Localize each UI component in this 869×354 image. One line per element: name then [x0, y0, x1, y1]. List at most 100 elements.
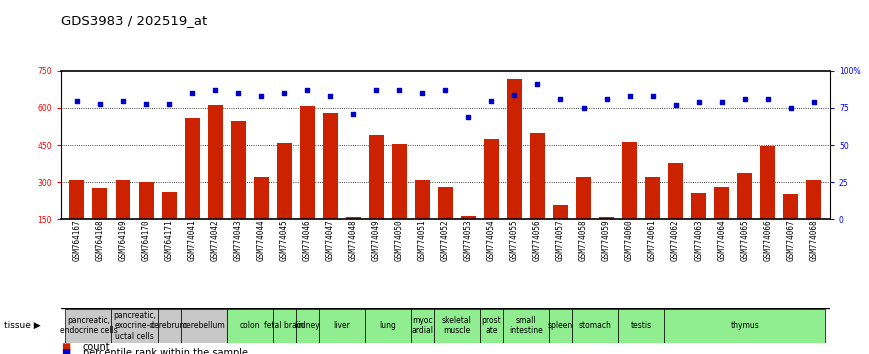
- Point: [622, 93, 636, 99]
- Text: GSM774065: GSM774065: [740, 219, 749, 261]
- Text: GSM774044: GSM774044: [256, 219, 266, 261]
- Point: [185, 90, 199, 96]
- Bar: [254, 177, 269, 219]
- Bar: [208, 105, 222, 219]
- Text: GSM774053: GSM774053: [464, 219, 473, 261]
- Text: tissue ▶: tissue ▶: [4, 321, 41, 330]
- Bar: [184, 118, 200, 219]
- Text: cerebellum: cerebellum: [182, 321, 225, 330]
- Point: [738, 96, 752, 102]
- Bar: [664, 309, 826, 343]
- Point: [530, 81, 544, 87]
- Bar: [157, 309, 181, 343]
- Bar: [484, 139, 499, 219]
- Point: [93, 101, 107, 106]
- Point: [323, 93, 337, 99]
- Point: [415, 90, 429, 96]
- Text: GSM774045: GSM774045: [280, 219, 289, 261]
- Bar: [668, 163, 683, 219]
- Text: GSM764171: GSM764171: [164, 219, 174, 261]
- Bar: [392, 144, 407, 219]
- Text: GSM774067: GSM774067: [786, 219, 795, 261]
- Bar: [806, 180, 821, 219]
- Text: GDS3983 / 202519_at: GDS3983 / 202519_at: [61, 14, 207, 27]
- Point: [461, 114, 475, 120]
- Text: kidney: kidney: [295, 321, 320, 330]
- Point: [301, 87, 315, 93]
- Bar: [70, 180, 84, 219]
- Bar: [273, 309, 295, 343]
- Bar: [162, 192, 176, 219]
- Bar: [461, 216, 476, 219]
- Text: GSM774068: GSM774068: [809, 219, 819, 261]
- Text: GSM774043: GSM774043: [234, 219, 242, 261]
- Text: colon: colon: [239, 321, 260, 330]
- Bar: [295, 309, 319, 343]
- Bar: [503, 309, 549, 343]
- Bar: [411, 309, 434, 343]
- Text: GSM774063: GSM774063: [694, 219, 703, 261]
- Bar: [572, 309, 618, 343]
- Text: GSM774057: GSM774057: [556, 219, 565, 261]
- Text: GSM774064: GSM774064: [717, 219, 726, 261]
- Bar: [138, 182, 154, 219]
- Bar: [415, 180, 430, 219]
- Bar: [92, 188, 108, 219]
- Bar: [691, 193, 706, 219]
- Point: [369, 87, 383, 93]
- Bar: [116, 180, 130, 219]
- Bar: [368, 135, 384, 219]
- Text: stomach: stomach: [579, 321, 612, 330]
- Text: GSM774051: GSM774051: [418, 219, 427, 261]
- Text: GSM774042: GSM774042: [210, 219, 220, 261]
- Bar: [480, 309, 503, 343]
- Bar: [230, 121, 246, 219]
- Point: [209, 87, 222, 93]
- Bar: [300, 106, 315, 219]
- Bar: [783, 194, 799, 219]
- Bar: [434, 309, 480, 343]
- Bar: [618, 309, 664, 343]
- Point: [760, 96, 774, 102]
- Text: GSM774058: GSM774058: [579, 219, 588, 261]
- Text: GSM774060: GSM774060: [625, 219, 634, 261]
- Point: [554, 96, 567, 102]
- Text: pancreatic,
exocrine-d
uctal cells: pancreatic, exocrine-d uctal cells: [113, 311, 156, 341]
- Point: [438, 87, 452, 93]
- Text: GSM764170: GSM764170: [142, 219, 150, 261]
- Text: cerebrum: cerebrum: [150, 321, 188, 330]
- Text: GSM764167: GSM764167: [72, 219, 82, 261]
- Point: [806, 99, 820, 105]
- Text: GSM764169: GSM764169: [118, 219, 128, 261]
- Bar: [760, 145, 775, 219]
- Text: spleen: spleen: [547, 321, 574, 330]
- Point: [393, 87, 407, 93]
- Text: GSM774061: GSM774061: [648, 219, 657, 261]
- Point: [347, 111, 361, 117]
- Point: [116, 98, 130, 103]
- Text: small
intestine: small intestine: [509, 316, 543, 335]
- Text: GSM774048: GSM774048: [348, 219, 358, 261]
- Text: count: count: [83, 342, 110, 352]
- Point: [714, 99, 728, 105]
- Point: [255, 93, 269, 99]
- Point: [692, 99, 706, 105]
- Bar: [622, 142, 637, 219]
- Bar: [438, 187, 453, 219]
- Point: [139, 101, 153, 106]
- Text: GSM774046: GSM774046: [302, 219, 312, 261]
- Bar: [181, 309, 227, 343]
- Point: [784, 105, 798, 111]
- Text: GSM774062: GSM774062: [671, 219, 680, 261]
- Text: GSM774059: GSM774059: [602, 219, 611, 261]
- Point: [576, 105, 590, 111]
- Bar: [319, 309, 365, 343]
- Text: GSM774049: GSM774049: [372, 219, 381, 261]
- Point: [646, 93, 660, 99]
- Point: [163, 101, 176, 106]
- Bar: [737, 173, 753, 219]
- Bar: [276, 143, 292, 219]
- Text: liver: liver: [334, 321, 350, 330]
- Point: [600, 96, 614, 102]
- Text: thymus: thymus: [730, 321, 760, 330]
